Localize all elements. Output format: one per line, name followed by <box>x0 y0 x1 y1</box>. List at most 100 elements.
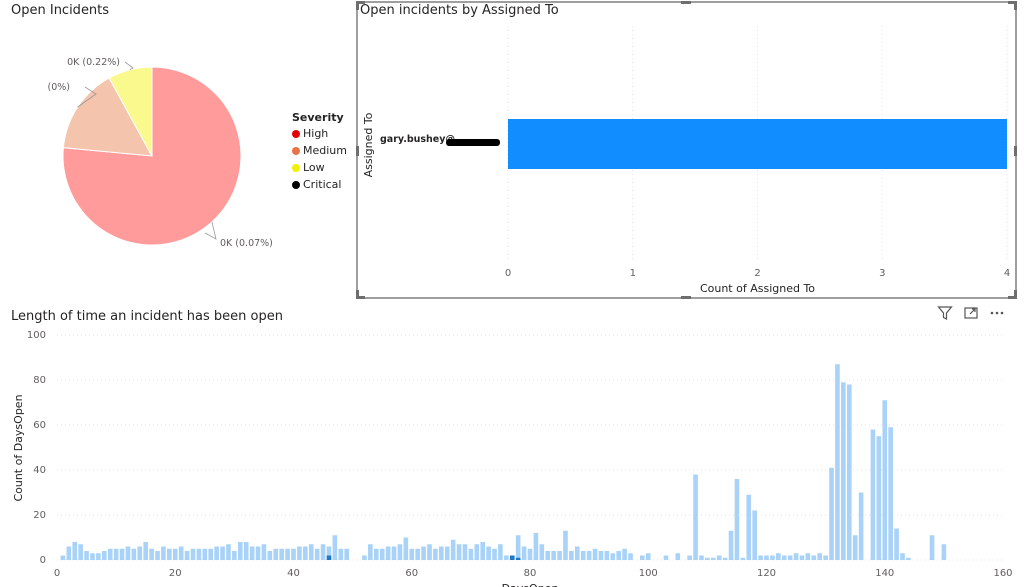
bar[interactable] <box>776 553 781 560</box>
bar[interactable] <box>107 548 113 560</box>
bar[interactable] <box>835 364 840 560</box>
bar[interactable] <box>373 548 379 560</box>
resize-handle[interactable] <box>681 1 691 4</box>
bar[interactable] <box>90 553 95 560</box>
bar[interactable] <box>332 535 338 560</box>
bar[interactable] <box>781 555 787 561</box>
bar[interactable] <box>628 553 633 560</box>
bar[interactable] <box>427 544 432 560</box>
bar[interactable] <box>551 551 556 560</box>
assigned-bar-chart[interactable]: 0 1 2 3 4 gary.bushey@ Count of Assigned To Ass… <box>358 20 1015 297</box>
bar[interactable] <box>273 548 279 560</box>
bar[interactable] <box>508 119 1007 169</box>
bar[interactable] <box>539 544 545 560</box>
bar[interactable] <box>172 548 178 560</box>
bar[interactable] <box>279 548 284 560</box>
bar[interactable] <box>208 548 214 560</box>
bar[interactable] <box>533 533 539 560</box>
bar[interactable] <box>906 557 911 560</box>
bar[interactable] <box>699 555 704 561</box>
bar[interactable] <box>805 553 811 560</box>
bar[interactable] <box>308 544 314 560</box>
bar[interactable] <box>450 539 456 560</box>
bar[interactable] <box>705 557 710 560</box>
bar[interactable] <box>663 555 669 561</box>
bar[interactable] <box>900 553 905 560</box>
bar[interactable] <box>214 546 219 561</box>
bar[interactable] <box>474 544 480 560</box>
bar[interactable] <box>397 544 403 560</box>
bar[interactable] <box>161 546 166 561</box>
pie-chart[interactable]: 0K (0.07%) (0%) 0K (0.22%) <box>0 20 290 290</box>
legend-item-critical[interactable]: Critical <box>292 178 347 191</box>
bar[interactable] <box>409 548 415 560</box>
resize-handle[interactable] <box>1014 146 1017 156</box>
bar[interactable] <box>261 544 267 560</box>
bar[interactable] <box>125 546 131 561</box>
bar[interactable] <box>586 551 592 560</box>
bar[interactable] <box>338 548 344 560</box>
bar[interactable] <box>96 553 101 560</box>
bar[interactable] <box>521 546 527 561</box>
bar[interactable] <box>137 546 143 561</box>
bar[interactable] <box>610 553 616 560</box>
resize-handle[interactable] <box>356 1 359 10</box>
resize-handle[interactable] <box>1008 1 1017 4</box>
bar[interactable] <box>894 528 899 561</box>
bar[interactable] <box>799 555 805 561</box>
legend-item-high[interactable]: High <box>292 127 347 140</box>
bar[interactable] <box>155 551 160 560</box>
bar-highlight[interactable] <box>326 555 332 561</box>
bar[interactable] <box>72 542 78 560</box>
bar[interactable] <box>870 429 876 561</box>
days-open-histogram[interactable]: 0 20 40 60 80 100 0 20 40 60 80 100 120 140 160 DaysOpe… <box>0 325 1024 587</box>
bar[interactable] <box>716 555 722 561</box>
bar[interactable] <box>941 544 947 560</box>
bar[interactable] <box>876 436 882 560</box>
bar[interactable] <box>60 555 66 561</box>
bar[interactable] <box>598 551 604 560</box>
bar[interactable] <box>486 546 491 561</box>
bar[interactable] <box>929 535 935 560</box>
bar[interactable] <box>710 557 716 560</box>
bar[interactable] <box>439 546 444 561</box>
bar[interactable] <box>852 535 858 560</box>
bar[interactable] <box>101 551 107 560</box>
bar[interactable] <box>237 542 243 560</box>
bar[interactable] <box>527 548 533 560</box>
bar[interactable] <box>616 551 621 560</box>
more-options-icon[interactable] <box>987 303 1007 323</box>
bar[interactable] <box>480 542 486 560</box>
bar[interactable] <box>297 546 302 561</box>
bar[interactable] <box>752 510 757 561</box>
bar[interactable] <box>846 384 852 561</box>
bar[interactable] <box>385 546 391 561</box>
bar[interactable] <box>190 548 196 560</box>
bar[interactable] <box>267 551 273 560</box>
bar[interactable] <box>220 546 225 561</box>
bar[interactable] <box>793 553 799 560</box>
bar[interactable] <box>829 467 834 560</box>
bar[interactable] <box>119 548 125 560</box>
bar[interactable] <box>462 544 468 560</box>
bar-highlight[interactable] <box>515 557 521 560</box>
resize-handle[interactable] <box>1014 1 1017 10</box>
bar[interactable] <box>113 548 119 560</box>
bar[interactable] <box>403 537 409 561</box>
bar[interactable] <box>592 548 598 560</box>
bar[interactable] <box>557 551 562 560</box>
bar[interactable] <box>232 551 237 560</box>
bar[interactable] <box>291 548 296 560</box>
bar[interactable] <box>545 551 551 560</box>
bar[interactable] <box>444 546 450 561</box>
bar[interactable] <box>368 544 373 560</box>
bar[interactable] <box>728 530 734 560</box>
bar[interactable] <box>746 494 752 560</box>
bar[interactable] <box>84 551 89 560</box>
bar[interactable] <box>285 548 290 560</box>
bar[interactable] <box>314 548 320 560</box>
bar[interactable] <box>740 557 746 560</box>
bar[interactable] <box>468 548 474 560</box>
legend-item-medium[interactable]: Medium <box>292 144 347 157</box>
bar[interactable] <box>320 544 326 560</box>
